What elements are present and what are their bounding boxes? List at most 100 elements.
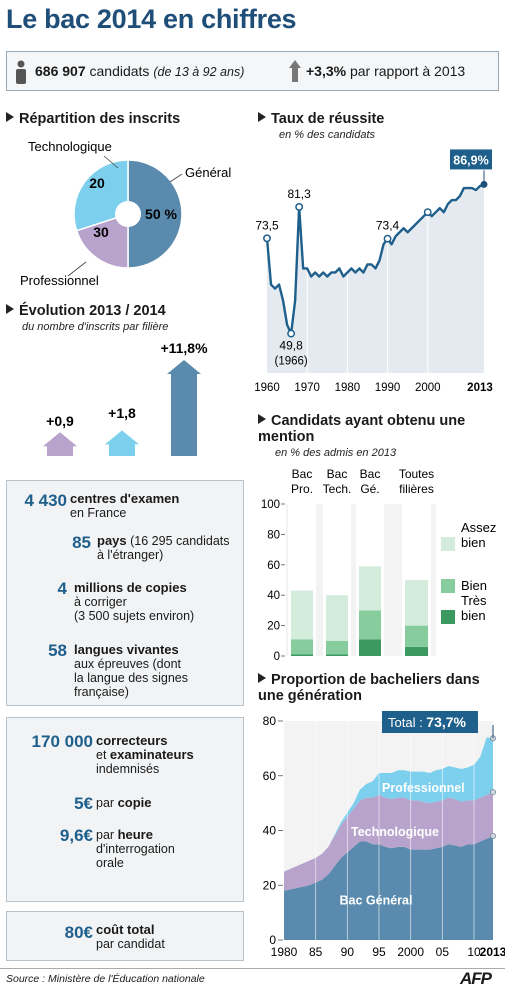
mentions-category-label: Bac	[292, 467, 313, 481]
mentions-legend-label: bien	[461, 535, 486, 550]
copies-number: 4	[57, 579, 67, 598]
pie-leader-general	[169, 173, 183, 183]
pie-label-pro: Professionnel	[20, 273, 99, 288]
pie-slice-general	[127, 159, 183, 269]
copies-rest1: à corriger	[74, 595, 127, 609]
mentions-category-label: Tech.	[323, 482, 352, 496]
proportion-xtick: 05	[436, 945, 450, 959]
reussite-callout-label: 86,9%	[453, 153, 488, 167]
mentions-ytick: 40	[267, 590, 280, 602]
proportion-area-general	[284, 835, 493, 940]
mentions-bar-segment	[291, 654, 313, 656]
summary-bar: 686 907 candidats (de 13 à 92 ans) +3,3%…	[6, 51, 499, 91]
correcteurs-rest: indemnisés	[96, 762, 160, 776]
reussite-point	[263, 234, 271, 243]
mentions-bar-segment	[291, 590, 313, 640]
mentions-bar-segment	[405, 625, 428, 647]
mentions-category-label: filières	[399, 482, 434, 496]
proportion-xtick: 1980	[271, 945, 298, 959]
copie-pre: par	[96, 796, 115, 810]
reussite-point-label: 81,3	[287, 187, 311, 201]
centres-number: 4 430	[24, 491, 67, 510]
reussite-xtick: 2000	[415, 382, 441, 394]
reussite-point-label: 73,5	[255, 218, 279, 232]
mentions-stacked-bar-chart: 020406080100BacPro.BacTech.BacGé.Toutesf…	[261, 467, 497, 663]
heure-text: par heure d'interrogation orale	[96, 828, 175, 871]
reussite-line-chart: 1960 1970 1980 1990 2000 2013 73,5 49,8 (1966) 81…	[254, 149, 493, 394]
pie-slice-pro	[73, 159, 129, 232]
mentions-ytick: 100	[261, 499, 280, 511]
correcteurs-number: 170 000	[31, 732, 93, 751]
mentions-bar-segment	[405, 646, 428, 656]
evolution-arrow-general	[167, 360, 201, 456]
copies-rest2: (3 500 sujets environ)	[74, 609, 195, 623]
proportion-total-label: Total : 73,7%	[388, 714, 467, 730]
pie-leader-pro	[67, 261, 87, 277]
reussite-xtick: 1990	[375, 382, 401, 394]
stats-box-correcteurs: 170 000 correcteurs et examinateurs inde…	[6, 717, 244, 902]
repartition-pie-chart: 20 50 % 30 Technologique Général Profess…	[20, 139, 231, 288]
cout-bold: coût total	[96, 922, 155, 937]
reussite-xtick: 1970	[294, 382, 320, 394]
mentions-bar-segment	[405, 580, 428, 626]
copie-text: par copie	[96, 796, 152, 811]
bullet-icon	[258, 414, 266, 424]
heure-rest2: orale	[96, 856, 124, 870]
reussite-point-label: 49,8	[279, 339, 303, 353]
proportion-end-point	[489, 789, 496, 796]
mentions-category-label: Toutes	[399, 467, 434, 481]
proportion-series-label: Technologique	[351, 825, 439, 839]
repartition-heading-text: Répartition des inscrits	[19, 111, 181, 127]
langues-text: langues vivantes aux épreuves (dont la l…	[74, 642, 188, 699]
reussite-xtick: 1960	[254, 382, 280, 394]
pie-slices	[73, 159, 183, 269]
reussite-heading: Taux de réussite	[258, 111, 384, 127]
langues-bold: langues vivantes	[74, 642, 179, 657]
cout-rest: par candidat	[96, 937, 165, 951]
mentions-category-label: Gé.	[360, 482, 379, 496]
copies-text: millions de copies à corriger (3 500 suj…	[74, 580, 194, 623]
centres-bold: centres d'examen	[70, 491, 180, 506]
reussite-area	[267, 184, 484, 373]
mentions-ytick: 0	[274, 651, 280, 663]
pie-value-general: 50 %	[145, 206, 177, 222]
proportion-area-pro	[284, 737, 493, 872]
proportion-heading: Proportion de bacheliers dans une généra…	[258, 672, 498, 704]
pie-leader-techno	[103, 155, 119, 169]
evolution-value-general: +11,8%	[160, 340, 208, 356]
reussite-line	[265, 183, 485, 335]
proportion-heading-text: Proportion de bacheliers dans une généra…	[258, 672, 480, 704]
growth-line: +3,3% par rapport à 2013	[306, 63, 465, 79]
mentions-category-label: Bac	[327, 467, 348, 481]
reussite-heading-text: Taux de réussite	[271, 111, 385, 127]
mentions-legend-label: Assez	[461, 520, 496, 535]
langues-rest3: française)	[74, 685, 129, 699]
mentions-bar-segment	[359, 639, 381, 656]
proportion-xtick: 85	[309, 945, 323, 959]
correcteurs-text: correcteurs et examinateurs indemnisés	[96, 733, 194, 776]
reussite-callout-box	[450, 149, 492, 170]
pays-rest1: (16 295 candidats	[130, 534, 230, 548]
mentions-ytick: 20	[267, 621, 280, 633]
mentions-bar-segment	[359, 566, 381, 611]
reussite-point-sublabel: (1966)	[274, 356, 307, 368]
bullet-icon	[6, 304, 14, 314]
heure-rest1: d'interrogation	[96, 842, 175, 856]
proportion-xtick: 90	[341, 945, 355, 959]
bullet-icon	[258, 112, 266, 122]
mentions-legend-label: bien	[461, 608, 486, 623]
bullet-icon	[6, 112, 14, 122]
correcteurs-bold2: examinateurs	[109, 747, 194, 762]
mentions-ytick: 60	[267, 560, 280, 572]
mentions-bar-segment	[326, 640, 348, 655]
pie-hole	[115, 201, 141, 227]
mentions-bar-segment	[291, 639, 313, 655]
candidates-number: 686 907	[35, 63, 86, 79]
langues-number: 58	[48, 641, 67, 660]
pie-label-general: Général	[185, 165, 231, 180]
cout-number: 80€	[64, 923, 93, 942]
candidates-label: candidats	[89, 63, 150, 79]
afp-logo: AFP	[460, 969, 492, 988]
centres-text: centres d'examen en France	[70, 491, 179, 520]
